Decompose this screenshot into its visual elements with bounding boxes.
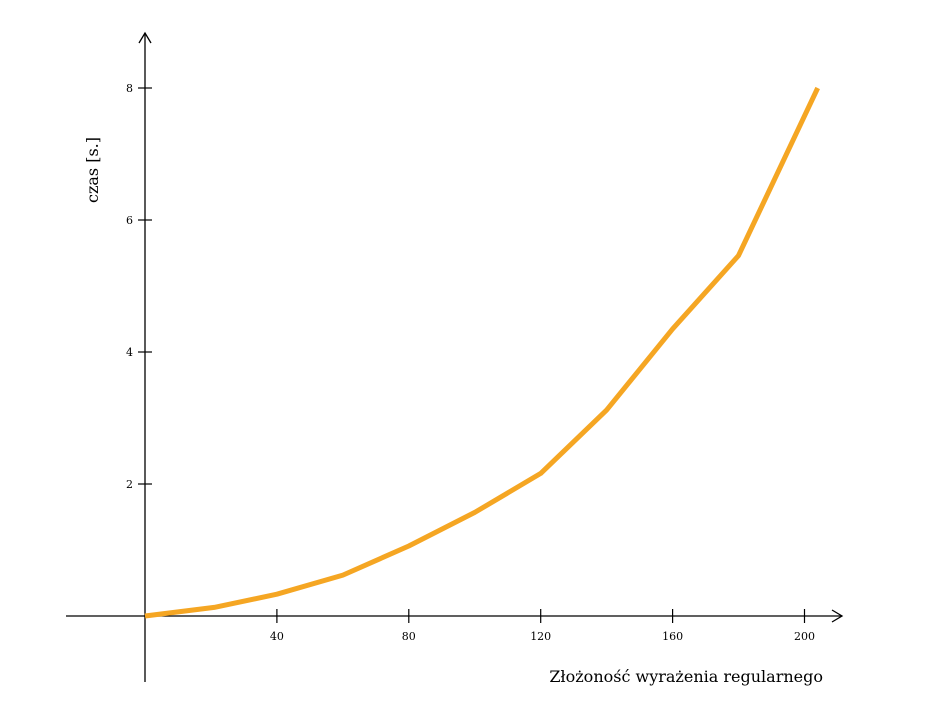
x-tick-label: 80 xyxy=(402,630,416,643)
y-ticks: 2 4 6 8 xyxy=(126,82,152,491)
y-axis-title: czas [s.] xyxy=(83,137,102,203)
x-tick-label: 200 xyxy=(794,630,815,643)
x-tick-label: 120 xyxy=(530,630,551,643)
series-line xyxy=(144,86,820,619)
x-ticks: 40 80 120 160 200 xyxy=(270,609,815,643)
x-tick-label: 160 xyxy=(662,630,683,643)
series-group xyxy=(144,86,820,619)
y-tick-label: 6 xyxy=(126,214,133,227)
y-tick-label: 4 xyxy=(126,346,133,359)
x-axis-title: Złożoność wyrażenia regularnego xyxy=(549,667,823,686)
y-tick-label: 2 xyxy=(126,478,133,491)
y-tick-label: 8 xyxy=(126,82,133,95)
x-tick-label: 40 xyxy=(270,630,284,643)
